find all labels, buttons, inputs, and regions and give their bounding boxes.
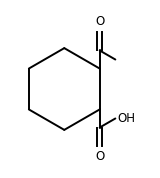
- Text: O: O: [95, 150, 104, 163]
- Text: O: O: [95, 15, 104, 28]
- Text: OH: OH: [117, 112, 135, 125]
